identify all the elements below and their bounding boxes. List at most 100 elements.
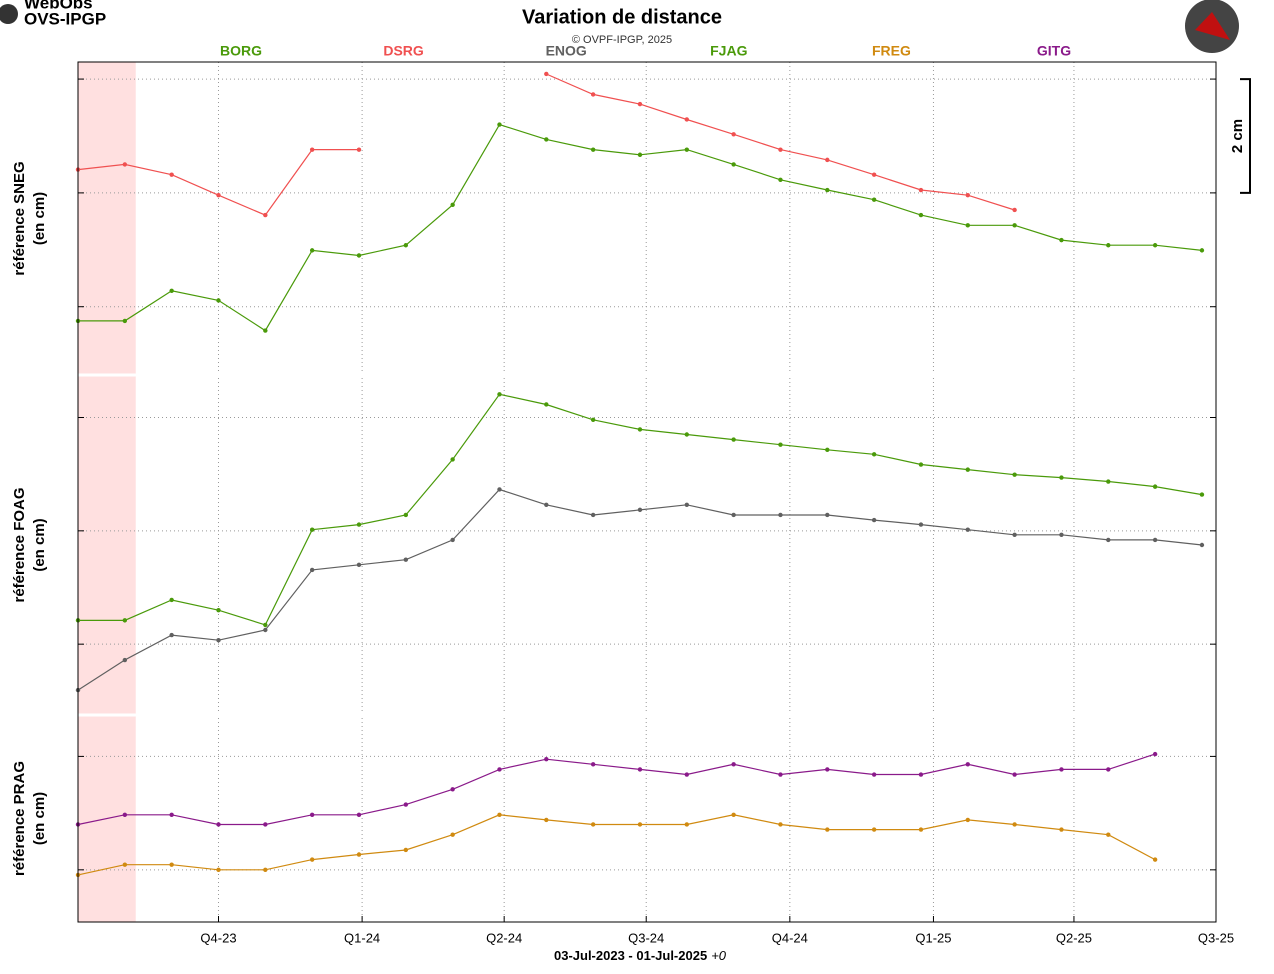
data-point (1152, 857, 1158, 862)
y-axis-unit: (en cm) (31, 518, 48, 571)
data-point (403, 557, 409, 562)
data-point (216, 607, 221, 613)
data-point (169, 288, 174, 293)
data-point (825, 827, 830, 832)
data-point (1059, 237, 1064, 243)
data-point (309, 248, 315, 253)
data-point (637, 152, 643, 157)
x-axis-label: 03-Jul-2023 - 01-Jul-2025 +0 (554, 948, 727, 963)
data-point (637, 767, 643, 772)
data-point (356, 852, 362, 857)
data-point (450, 832, 455, 837)
plot-frame (77, 61, 1217, 923)
data-point (497, 392, 502, 397)
data-point (1106, 537, 1111, 543)
data-point (825, 447, 830, 452)
data-point (403, 802, 409, 807)
data-point (778, 822, 783, 827)
data-point (825, 157, 830, 163)
x-tick-label: Q1-25 (915, 930, 951, 945)
chart-title: Variation de distance (522, 6, 722, 28)
data-point (309, 857, 315, 862)
data-point (731, 437, 736, 442)
legend-entry: BORG (220, 43, 262, 59)
data-point (918, 827, 924, 832)
legend-entry: DSRG (383, 43, 424, 59)
data-point (918, 187, 924, 193)
data-point (263, 622, 268, 628)
data-point (216, 192, 221, 198)
data-point (450, 202, 455, 208)
series-line (77, 753, 1156, 826)
data-point (871, 197, 877, 202)
series-line (77, 814, 1156, 876)
shaded-period (78, 62, 136, 922)
data-point (918, 462, 924, 467)
data-point (309, 147, 315, 152)
data-point (871, 827, 877, 832)
data-point (684, 772, 690, 777)
data-point (965, 223, 970, 228)
data-point (122, 162, 128, 167)
y-axis-label: référence FOAG (11, 487, 28, 602)
series-line (546, 73, 1015, 211)
data-point (871, 452, 877, 457)
data-point (544, 402, 549, 407)
data-point (731, 162, 736, 167)
data-point (1152, 751, 1158, 757)
x-axis-label-note: +0 (711, 948, 727, 963)
data-point (1059, 767, 1064, 772)
data-point (1199, 248, 1205, 253)
data-point (122, 318, 128, 324)
data-point (1152, 243, 1158, 248)
data-point (497, 767, 502, 772)
data-point (1059, 532, 1064, 537)
data-point (637, 101, 643, 107)
data-point (637, 427, 643, 432)
chart-subtitle: © OVPF-IPGP, 2025 (572, 34, 672, 46)
data-point (216, 822, 221, 827)
y-axis-label: référence PRAG (11, 761, 28, 876)
data-point (169, 812, 174, 818)
data-point (918, 212, 924, 218)
data-point (684, 117, 690, 122)
data-point (637, 507, 643, 513)
data-point (1012, 223, 1017, 228)
data-point (122, 862, 128, 867)
data-point (544, 817, 549, 823)
data-point (778, 442, 783, 447)
data-point (169, 597, 174, 603)
data-point (1059, 827, 1064, 832)
data-point (169, 862, 174, 867)
data-point (169, 172, 174, 177)
data-point (590, 822, 596, 827)
data-point (825, 187, 830, 193)
logo-icon (0, 4, 18, 24)
data-point (1106, 243, 1111, 248)
data-point (1012, 472, 1017, 477)
data-point (918, 522, 924, 527)
data-point (965, 467, 970, 472)
x-tick-label: Q3-24 (628, 930, 664, 945)
data-point (450, 787, 455, 792)
data-point (122, 657, 128, 663)
x-tick-label: Q1-24 (344, 930, 380, 945)
data-point (1106, 479, 1111, 484)
x-tick-label: Q2-24 (486, 930, 522, 945)
data-point (684, 502, 690, 507)
data-point (544, 137, 549, 142)
data-point (497, 812, 502, 818)
data-point (731, 132, 736, 137)
data-point (731, 762, 736, 767)
data-point (590, 762, 596, 767)
data-point (778, 147, 783, 152)
data-point (965, 192, 970, 198)
data-point (1059, 475, 1064, 480)
data-point (1012, 772, 1017, 777)
data-point (309, 567, 315, 573)
data-point (1012, 207, 1017, 213)
legend-entry: FJAG (710, 43, 747, 59)
data-point (403, 243, 409, 248)
data-point (1199, 542, 1205, 548)
data-point (169, 632, 174, 638)
